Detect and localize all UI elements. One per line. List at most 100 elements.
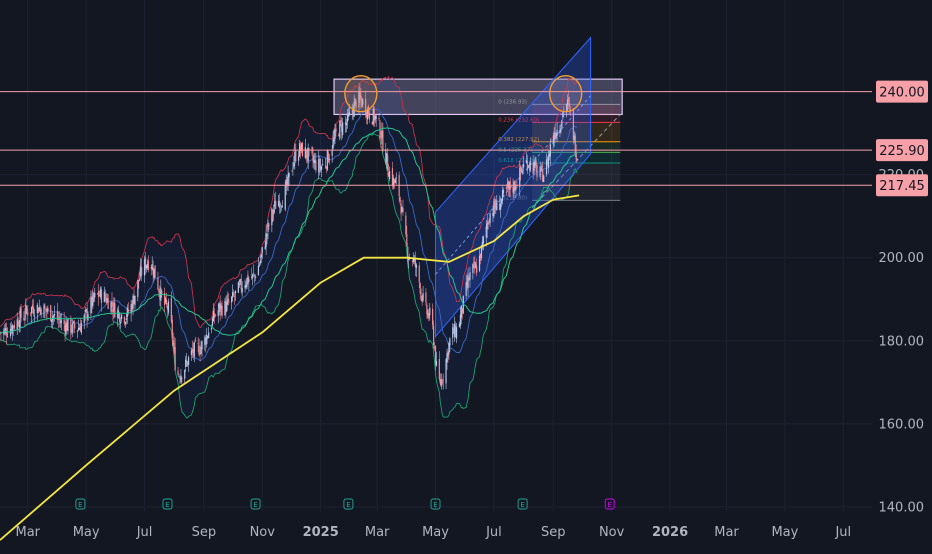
candle[interactable] [525,152,528,164]
candle[interactable] [173,336,175,355]
earnings-marker[interactable]: E [517,498,528,510]
candle[interactable] [191,340,193,359]
candle[interactable] [192,342,194,360]
candle[interactable] [482,235,484,251]
candle[interactable] [300,142,303,154]
candle[interactable] [414,251,417,277]
candle[interactable] [104,289,106,302]
candle[interactable] [295,143,297,164]
candle[interactable] [106,293,108,303]
candle[interactable] [476,258,478,277]
candle[interactable] [152,260,154,283]
candle[interactable] [539,166,541,178]
candle[interactable] [425,287,427,306]
candle[interactable] [143,255,146,283]
candle[interactable] [261,246,263,259]
candle[interactable] [428,308,430,322]
candle[interactable] [164,296,167,304]
candle[interactable] [493,197,495,219]
candle[interactable] [294,143,296,170]
earnings-marker[interactable]: E [343,498,354,510]
candle[interactable] [466,273,468,291]
candle[interactable] [291,170,293,172]
candle[interactable] [224,298,226,317]
candle[interactable] [453,324,455,334]
candle[interactable] [353,94,355,117]
candle[interactable] [400,200,402,222]
candle[interactable] [119,312,121,326]
candle[interactable] [372,105,374,127]
candle[interactable] [26,305,28,314]
candle[interactable] [467,267,469,297]
candle[interactable] [505,184,507,196]
candle[interactable] [432,303,434,330]
candle[interactable] [488,218,490,225]
candle[interactable] [221,300,223,319]
candle[interactable] [374,114,376,124]
candle[interactable] [314,152,316,171]
candle[interactable] [532,155,534,180]
candle[interactable] [40,306,42,319]
candle[interactable] [387,148,389,171]
candle[interactable] [340,115,342,127]
candle[interactable] [17,317,19,327]
candle[interactable] [43,303,45,318]
candle[interactable] [572,108,574,145]
candle[interactable] [233,291,236,305]
candle[interactable] [339,120,341,141]
candle[interactable] [365,90,367,119]
candle[interactable] [543,174,545,183]
candle[interactable] [335,124,337,137]
candle[interactable] [264,240,266,250]
candle[interactable] [177,367,179,376]
candle[interactable] [373,106,375,127]
candle[interactable] [151,256,153,271]
candle[interactable] [38,299,40,313]
candle[interactable] [31,299,34,314]
candle[interactable] [134,295,136,310]
candle[interactable] [388,166,391,182]
candle[interactable] [234,290,237,301]
candle[interactable] [166,303,169,318]
candle[interactable] [94,288,96,302]
bollinger-lower-line[interactable] [0,132,578,419]
candle[interactable] [246,277,248,290]
candle[interactable] [301,141,304,157]
candle[interactable] [113,296,115,319]
candle[interactable] [124,321,126,328]
candle[interactable] [72,319,74,337]
candle[interactable] [251,267,253,280]
candle[interactable] [44,303,46,309]
candle[interactable] [448,341,450,360]
candle[interactable] [252,273,254,286]
earnings-marker[interactable]: E [604,498,615,510]
candle[interactable] [293,155,295,169]
candle[interactable] [46,306,48,321]
candle[interactable] [268,222,270,230]
candle[interactable] [487,220,489,230]
candle[interactable] [117,307,119,327]
candle[interactable] [345,118,348,133]
candle[interactable] [507,180,509,196]
candle[interactable] [567,94,569,113]
candle[interactable] [64,320,66,342]
candle[interactable] [138,279,140,289]
candle[interactable] [574,132,576,158]
candle[interactable] [277,195,280,207]
candle[interactable] [516,178,518,189]
candle[interactable] [212,303,215,322]
candle[interactable] [181,376,183,385]
candle[interactable] [495,199,497,215]
candle[interactable] [402,199,404,216]
candle[interactable] [213,308,216,324]
candle[interactable] [180,368,182,384]
candle[interactable] [420,288,422,302]
candle[interactable] [78,324,81,330]
candle[interactable] [547,149,550,174]
candle[interactable] [422,286,424,303]
candle[interactable] [566,103,568,118]
candle[interactable] [556,121,558,143]
candle[interactable] [275,191,277,210]
candle[interactable] [272,209,274,223]
